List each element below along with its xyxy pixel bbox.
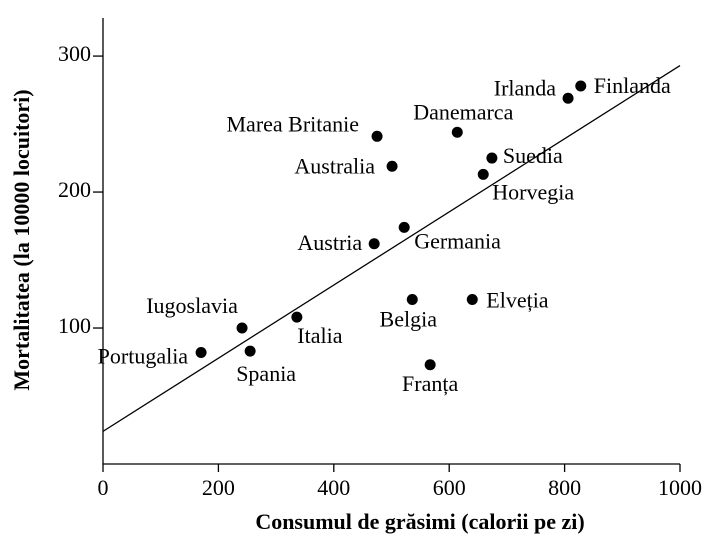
point-label: Italia [297, 323, 342, 348]
x-tick-label: 600 [433, 475, 466, 500]
point-label: Horvegia [492, 179, 574, 204]
x-tick-label: 800 [548, 475, 581, 500]
y-tick-label: 300 [58, 41, 91, 66]
point [406, 293, 418, 305]
point [368, 238, 380, 250]
point [386, 160, 398, 172]
x-tick-label: 400 [317, 475, 350, 500]
trend-line [102, 65, 681, 432]
x-tick-label: 0 [98, 475, 109, 500]
point-label: Suedia [503, 143, 563, 168]
point [398, 221, 410, 233]
point-label: Belgia [380, 307, 438, 332]
point-label: Australia [294, 153, 375, 178]
point-label: Franța [402, 371, 458, 396]
y-tick-label: 100 [58, 313, 91, 338]
y-tick-label: 200 [58, 177, 91, 202]
x-tick-label: 1000 [658, 475, 702, 500]
point [466, 293, 478, 305]
point [575, 80, 587, 92]
point [477, 168, 489, 180]
point [424, 359, 436, 371]
point [236, 322, 248, 334]
point-label: Elveția [486, 288, 549, 313]
point-label: Germania [414, 228, 501, 253]
point-label: Danemarca [413, 99, 513, 124]
point-label: Portugalia [98, 344, 189, 369]
point-label: Irlanda [494, 75, 557, 100]
point [562, 92, 574, 104]
point-label: Iugoslavia [146, 293, 238, 318]
point [291, 311, 303, 323]
x-axis-title: Consumul de grăsimi (calorii pe zi) [255, 509, 584, 534]
point [486, 152, 498, 164]
point [371, 130, 383, 142]
point [244, 345, 256, 357]
point-label: Austria [297, 230, 362, 255]
x-tick-label: 200 [202, 475, 235, 500]
point [195, 347, 207, 358]
point [451, 126, 463, 138]
point-label: Spania [236, 361, 296, 386]
point-label: Marea Britanie [227, 111, 360, 136]
point-label: Finlanda [594, 73, 671, 98]
y-axis-title: Mortalitatea (la 10000 locuitori) [9, 89, 34, 390]
